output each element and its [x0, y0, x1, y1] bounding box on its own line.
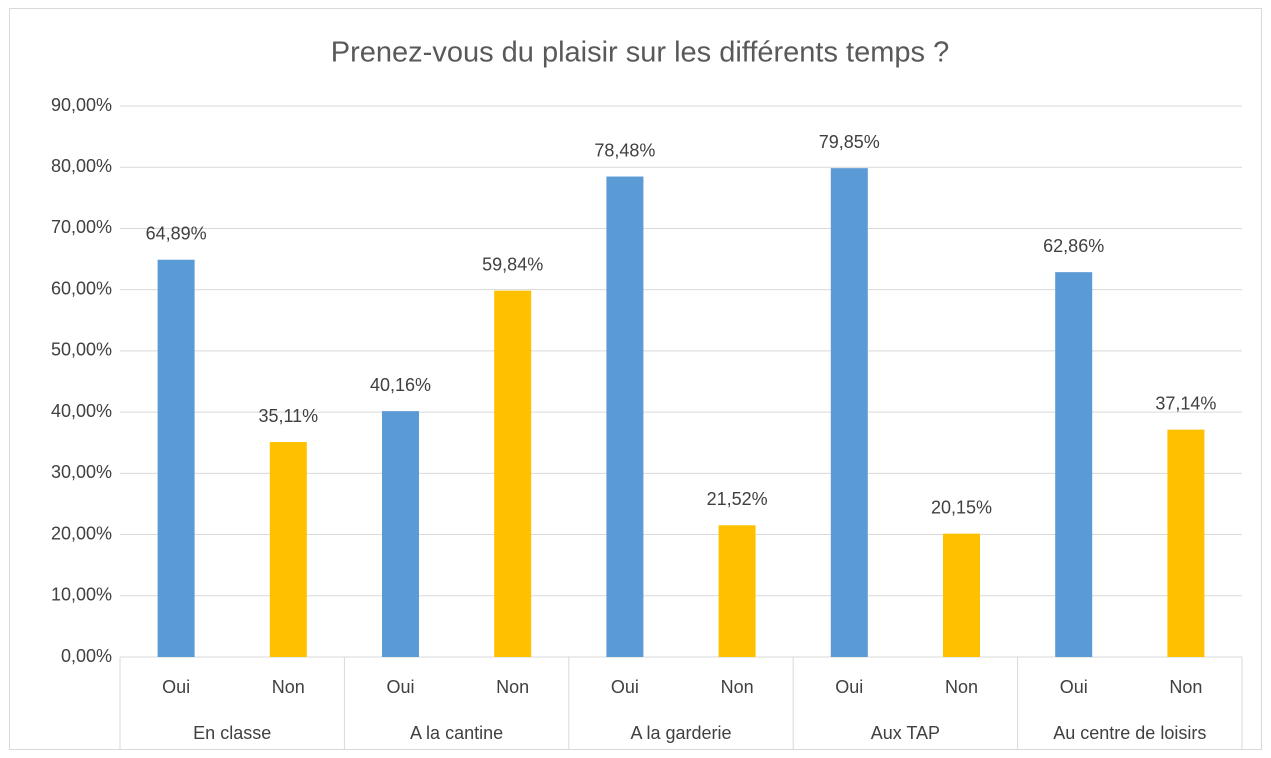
bar	[382, 411, 419, 657]
y-tick-label: 0,00%	[61, 646, 112, 666]
y-tick-label: 10,00%	[51, 585, 112, 605]
value-label: 20,15%	[931, 497, 992, 517]
bar	[157, 259, 195, 657]
value-label: 21,52%	[707, 489, 768, 509]
y-tick-label: 20,00%	[51, 523, 112, 543]
bar	[943, 533, 980, 657]
x-tick-label: Oui	[162, 677, 190, 697]
y-tick-label: 60,00%	[51, 278, 112, 298]
x-tick-label: Oui	[835, 677, 863, 697]
y-tick-label: 70,00%	[51, 217, 112, 237]
bar	[269, 442, 307, 657]
bar	[718, 525, 756, 657]
bar	[1055, 272, 1093, 657]
group-label: En classe	[193, 723, 271, 743]
y-tick-label: 90,00%	[51, 95, 112, 115]
x-tick-label: Oui	[611, 677, 639, 697]
group-label: A la garderie	[630, 723, 731, 743]
bar	[830, 168, 868, 657]
y-tick-label: 50,00%	[51, 340, 112, 360]
value-label: 59,84%	[482, 254, 543, 274]
group-label: A la cantine	[410, 723, 503, 743]
value-label: 37,14%	[1155, 393, 1216, 413]
value-label: 79,85%	[819, 132, 880, 152]
y-tick-label: 80,00%	[51, 156, 112, 176]
x-tick-label: Non	[721, 677, 754, 697]
x-tick-label: Non	[1169, 677, 1202, 697]
value-label: 64,89%	[146, 223, 207, 243]
x-tick-label: Non	[272, 677, 305, 697]
value-label: 62,86%	[1043, 236, 1104, 256]
group-label: Aux TAP	[871, 723, 940, 743]
bar	[1167, 429, 1205, 657]
y-tick-label: 40,00%	[51, 401, 112, 421]
x-tick-label: Oui	[386, 677, 414, 697]
y-tick-label: 30,00%	[51, 462, 112, 482]
bar	[606, 176, 644, 657]
group-label: Au centre de loisirs	[1053, 723, 1206, 743]
bar	[494, 290, 532, 657]
value-label: 35,11%	[258, 406, 318, 426]
chart-title: Prenez-vous du plaisir sur les différent…	[331, 37, 949, 69]
value-label: 78,48%	[594, 140, 655, 160]
value-label: 40,16%	[370, 375, 431, 395]
x-tick-label: Non	[945, 677, 978, 697]
x-tick-label: Non	[496, 677, 529, 697]
x-tick-label: Oui	[1060, 677, 1088, 697]
